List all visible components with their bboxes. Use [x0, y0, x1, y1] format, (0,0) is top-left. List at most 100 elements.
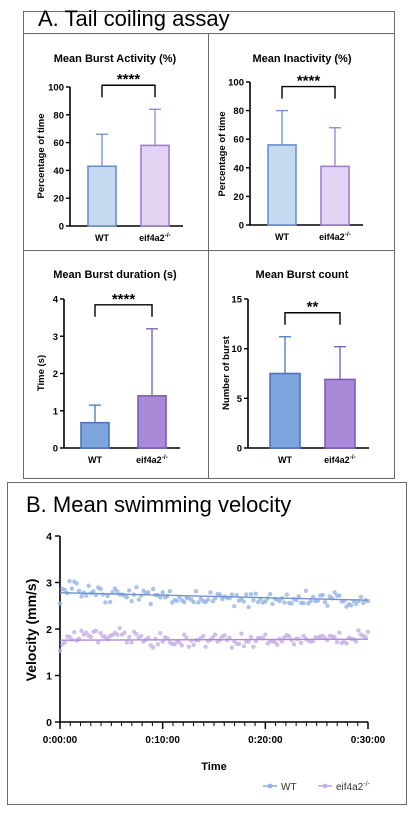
inactivity-x-tick-label: WT: [275, 232, 289, 242]
burst-count-y-tick-label: 15: [231, 295, 242, 306]
velocity-series-eif4a2-point: [365, 629, 371, 634]
velocity-series-wt-point: [212, 596, 218, 601]
velocity-series-eif4a2-point: [150, 645, 156, 650]
velocity-series-eif4a2-point: [251, 644, 256, 649]
velocity-y-tick-label: 0: [46, 717, 52, 729]
burst-duration-y-tick-label: 4: [53, 295, 59, 306]
burst-count-y-tick-label: 5: [237, 394, 243, 405]
burst-duration-x-tick-label: eif4a2-/-: [136, 454, 168, 465]
velocity-series-eif4a2-point: [356, 628, 361, 633]
velocity-series-wt-point: [303, 588, 309, 594]
burst-duration-y-axis-label: Time (s): [36, 355, 47, 391]
velocity-series-wt-trend-line: [59, 592, 369, 601]
subpanel-burst-count: [208, 250, 395, 479]
velocity-series-wt-point: [84, 593, 89, 598]
inactivity-bar: [267, 144, 297, 226]
velocity-series-wt-point: [349, 603, 354, 608]
velocity-series-eif4a2-point: [229, 645, 235, 650]
inactivity-x-tick-label: eif4a2-/-: [319, 231, 351, 242]
inactivity-significance-label: ****: [297, 73, 321, 90]
burst-count-significance-label: **: [307, 299, 319, 316]
velocity-series-eif4a2-point: [191, 642, 196, 648]
velocity-series-wt-point: [253, 591, 258, 596]
velocity-series-wt-point: [248, 591, 254, 597]
burst-activity-title: Mean Burst Activity (%): [54, 53, 177, 65]
velocity-series-wt-point: [146, 590, 151, 595]
velocity-series-eif4a2-point: [363, 634, 368, 640]
velocity-series-eif4a2-point: [241, 644, 247, 649]
velocity-series-wt-point: [193, 589, 199, 594]
burst-activity-y-tick-label: 60: [53, 138, 64, 149]
velocity-series-eif4a2-point: [98, 630, 103, 636]
velocity-series-wt-point: [234, 592, 239, 598]
velocity-series-wt-point: [91, 589, 96, 594]
velocity-series-eif4a2-point: [344, 641, 349, 646]
velocity-series-wt-point: [115, 589, 120, 594]
velocity-series-eif4a2-point: [155, 642, 161, 647]
inactivity-y-tick-label: 60: [233, 135, 244, 146]
velocity-series-wt-point: [251, 597, 256, 603]
velocity-series-wt-point: [127, 588, 132, 593]
velocity-series-eif4a2-point: [332, 634, 337, 640]
inactivity-y-tick-label: 100: [228, 78, 244, 89]
burst-activity-y-axis-label: Percentage of time: [36, 114, 47, 199]
velocity-series-wt-point: [205, 597, 211, 602]
velocity-x-tick-label: 0:10:00: [145, 735, 180, 746]
velocity-series-wt-point: [167, 589, 173, 594]
burst-activity-y-tick-label: 20: [53, 194, 64, 205]
velocity-series-eif4a2-point: [263, 632, 268, 637]
velocity-y-tick-label: 2: [46, 624, 52, 636]
velocity-series-eif4a2-point: [287, 634, 292, 639]
velocity-series-wt-point: [301, 600, 306, 606]
velocity-series-wt-point: [181, 599, 187, 605]
velocity-y-axis-label: Velocity (mm/s): [23, 579, 39, 682]
velocity-series-wt-point: [191, 599, 196, 605]
burst-duration-bar: [80, 421, 110, 449]
velocity-series-eif4a2-point: [334, 639, 340, 645]
velocity-series-wt-point: [337, 593, 342, 598]
velocity-series-eif4a2-point: [158, 630, 163, 636]
burst-count-bar: [269, 372, 301, 449]
velocity-series-wt-point: [79, 594, 84, 599]
velocity-series-eif4a2-point: [227, 635, 232, 641]
velocity-legend-wt-swatch-marker: [267, 783, 273, 789]
velocity-x-tick-label: 0:20:00: [248, 735, 283, 746]
velocity-x-tick-label: 0:00:00: [43, 735, 78, 746]
burst-activity-bar: [87, 165, 117, 227]
velocity-series-eif4a2-point: [291, 642, 297, 647]
velocity-y-tick-label: 3: [46, 578, 52, 590]
velocity-series-wt-point: [255, 599, 261, 605]
burst-activity-y-tick-label: 40: [53, 166, 64, 177]
burst-duration-significance-bracket: [94, 304, 153, 317]
velocity-series-eif4a2-point: [134, 631, 139, 637]
burst-activity-x-tick-label: WT: [95, 233, 109, 243]
burst-count-x-tick-label: eif4a2-/-: [324, 454, 356, 465]
velocity-series-eif4a2-point: [337, 630, 342, 635]
burst-activity-significance-bracket: [101, 84, 156, 98]
burst-activity-significance-label: ****: [117, 71, 141, 88]
burst-count-y-axis-label: Number of burst: [221, 335, 232, 410]
velocity-series-wt-point: [62, 587, 67, 593]
velocity-series-wt-point: [217, 592, 223, 597]
velocity-y-tick-label: 4: [46, 531, 52, 543]
velocity-series-eif4a2-point: [93, 628, 99, 634]
velocity-series-wt-point: [263, 599, 268, 604]
velocity-series-wt-point: [289, 601, 294, 606]
burst-activity-y-tick-label: 80: [53, 110, 64, 121]
velocity-series-wt-point: [296, 594, 301, 599]
velocity-series-eif4a2-point: [96, 640, 101, 645]
velocity-series-eif4a2-point: [115, 632, 120, 637]
burst-duration-title: Mean Burst duration (s): [53, 269, 177, 281]
velocity-series-eif4a2-point: [129, 640, 134, 645]
velocity-series-eif4a2-point: [72, 630, 77, 635]
velocity-series-wt-point: [284, 592, 290, 597]
velocity-series-eif4a2-point: [117, 625, 122, 631]
inactivity-y-tick-label: 20: [233, 192, 244, 203]
velocity-series-eif4a2-point: [138, 633, 144, 639]
velocity-series-wt-point: [76, 588, 82, 594]
velocity-series-wt-point: [358, 594, 364, 600]
velocity-series-wt-point: [244, 592, 249, 597]
velocity-series-wt-point: [310, 594, 316, 600]
velocity-y-tick-label: 1: [46, 671, 52, 683]
burst-activity-x-tick-label: eif4a2-/-: [139, 232, 171, 243]
